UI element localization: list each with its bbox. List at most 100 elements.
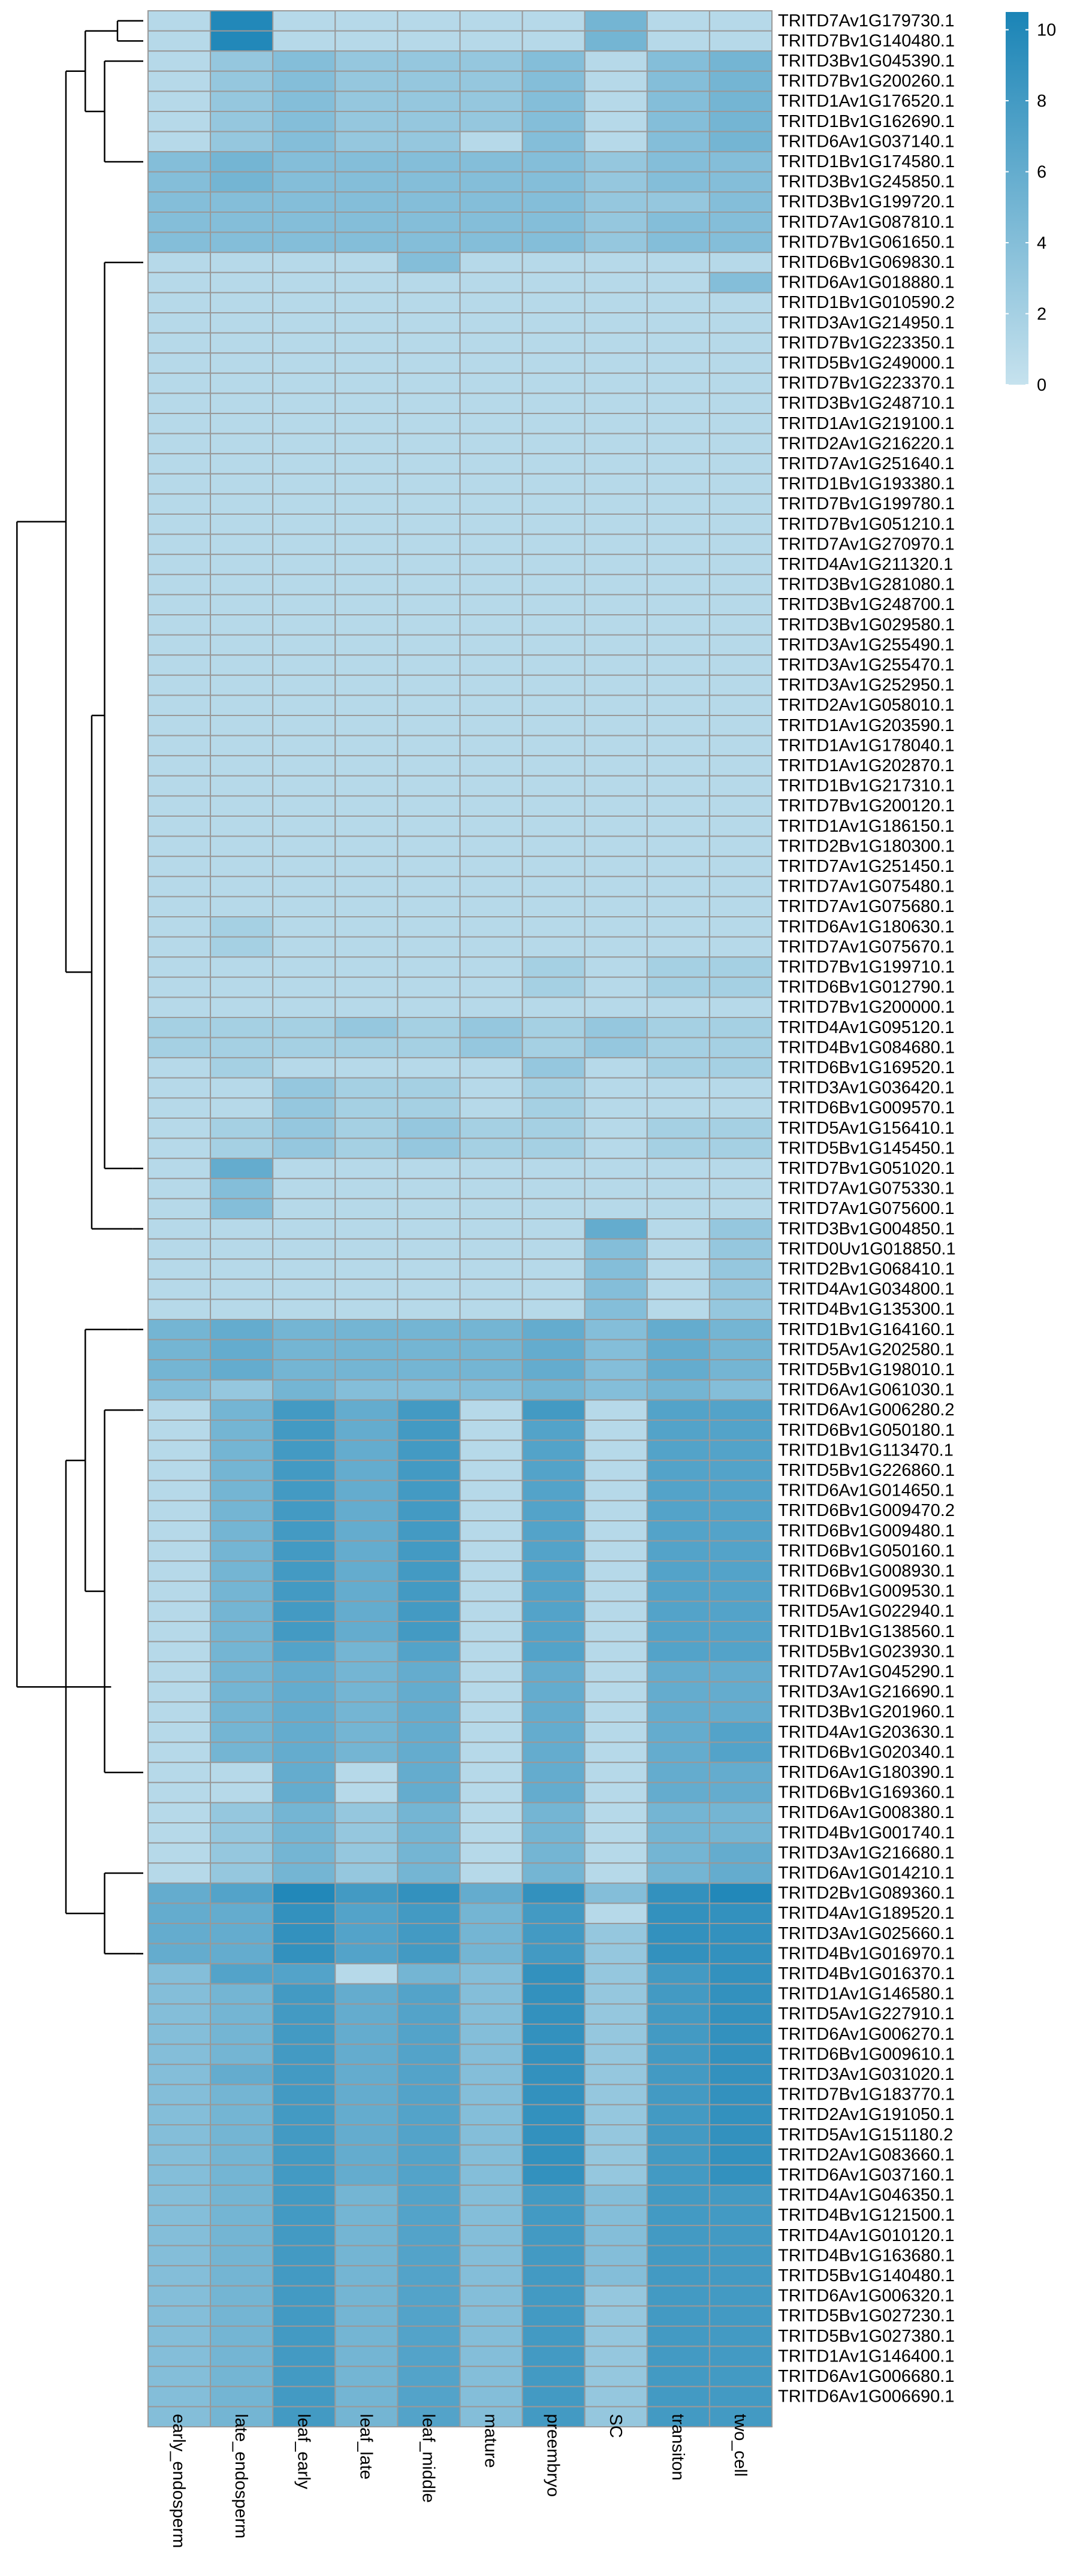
heatmap-cell [584, 2043, 648, 2065]
heatmap-cell [521, 1177, 586, 1200]
heatmap-cell [708, 2003, 773, 2025]
heatmap-cell [334, 1258, 399, 1280]
heatmap-cell [584, 996, 648, 1019]
heatmap-cell [397, 372, 461, 394]
heatmap-cell [272, 1681, 336, 1703]
heatmap-cell [147, 1198, 212, 1220]
heatmap-cell [521, 554, 586, 575]
heatmap-cell [272, 1540, 336, 1562]
heatmap-cell [646, 594, 710, 616]
heatmap-cell [646, 2366, 710, 2387]
row-dendrogram [16, 20, 143, 1955]
row-label: TRITD6Av1G037140.1 [778, 132, 954, 151]
column-label: preembryo [544, 2414, 563, 2497]
heatmap-cell [646, 2024, 710, 2045]
row-label: TRITD4Av1G034800.1 [778, 1280, 954, 1299]
heatmap-cell [646, 2003, 710, 2025]
heatmap-cell [334, 1238, 399, 1260]
heatmap-cell [397, 271, 461, 294]
heatmap-cell [646, 735, 710, 757]
heatmap-cell [334, 392, 399, 415]
heatmap-cell [584, 1802, 648, 1823]
heatmap-cell [334, 1017, 399, 1038]
heatmap-cell [521, 614, 586, 636]
heatmap-cell [272, 413, 336, 434]
heatmap-cell [397, 1118, 461, 1139]
heatmap-cell [397, 1479, 461, 1502]
row-label: TRITD7Av1G075680.1 [778, 897, 954, 916]
heatmap-cell [708, 1177, 773, 1200]
heatmap-cell [272, 1379, 336, 1401]
heatmap-cell [646, 231, 710, 253]
heatmap-cell [210, 1359, 274, 1381]
heatmap-cell [646, 1580, 710, 1602]
heatmap-cell [708, 1218, 773, 1240]
heatmap-cell [584, 1077, 648, 1099]
heatmap-cell [397, 835, 461, 857]
row-label: TRITD1Bv1G217310.1 [778, 777, 955, 796]
heatmap-cell [521, 1822, 586, 1844]
heatmap-cell [334, 30, 399, 52]
heatmap-cell [584, 1278, 648, 1300]
heatmap-cell [334, 50, 399, 72]
heatmap-cell [708, 694, 773, 717]
heatmap-cell [147, 2104, 212, 2125]
heatmap-cell [210, 1802, 274, 1823]
heatmap-cell [584, 2285, 648, 2307]
heatmap-cell [708, 1882, 773, 1904]
heatmap-cell [210, 1681, 274, 1703]
heatmap-cell [521, 2285, 586, 2307]
heatmap-cell [210, 1017, 274, 1038]
heatmap-cell [584, 1862, 648, 1884]
row-label: TRITD1Av1G146400.1 [778, 2347, 954, 2366]
heatmap-cell [210, 2326, 274, 2347]
heatmap-cell [272, 50, 336, 72]
heatmap-cell [397, 493, 461, 515]
heatmap-cell [708, 1238, 773, 1260]
heatmap-cell [272, 352, 336, 374]
heatmap-cell [459, 372, 523, 394]
heatmap-cell [397, 1802, 461, 1823]
heatmap-cell [521, 2366, 586, 2387]
heatmap-cell [708, 1500, 773, 1521]
heatmap-cell [708, 2406, 773, 2427]
heatmap-cell [459, 1097, 523, 1119]
heatmap-cell [334, 90, 399, 112]
heatmap-cell [584, 1641, 648, 1663]
heatmap-cell [708, 634, 773, 656]
heatmap-cell [272, 1037, 336, 1059]
heatmap-cell [397, 2225, 461, 2246]
heatmap-cell [708, 2043, 773, 2065]
heatmap-cell [521, 2064, 586, 2085]
heatmap-cell [210, 392, 274, 415]
heatmap-cell [147, 292, 212, 313]
heatmap-cell [521, 835, 586, 857]
row-label: TRITD5Bv1G226860.1 [778, 1461, 955, 1480]
heatmap-cell [459, 735, 523, 757]
heatmap-cell [708, 2326, 773, 2347]
heatmap-cell [584, 2385, 648, 2408]
column-label: transiton [668, 2414, 687, 2480]
heatmap-cell [584, 1359, 648, 1381]
heatmap-cell [147, 413, 212, 434]
row-label: TRITD6Bv1G050160.1 [778, 1541, 955, 1560]
row-label: TRITD4Bv1G084680.1 [778, 1038, 955, 1057]
row-label: TRITD1Bv1G164160.1 [778, 1320, 955, 1339]
heatmap-cell [708, 1520, 773, 1542]
heatmap-cell [397, 1661, 461, 1683]
row-label: TRITD5Bv1G145450.1 [778, 1138, 955, 1158]
heatmap-cell [334, 694, 399, 717]
heatmap-cell [646, 1339, 710, 1361]
heatmap-cell [646, 1520, 710, 1542]
heatmap-cell [708, 2305, 773, 2327]
heatmap-cell [334, 1500, 399, 1521]
heatmap-cell [459, 614, 523, 636]
heatmap-cell [708, 2366, 773, 2387]
heatmap-cell [646, 1681, 710, 1703]
heatmap-cell [272, 2204, 336, 2226]
heatmap-cell [708, 735, 773, 757]
heatmap-cell [459, 453, 523, 475]
heatmap-cell [397, 1983, 461, 2005]
heatmap-cell [459, 2345, 523, 2367]
